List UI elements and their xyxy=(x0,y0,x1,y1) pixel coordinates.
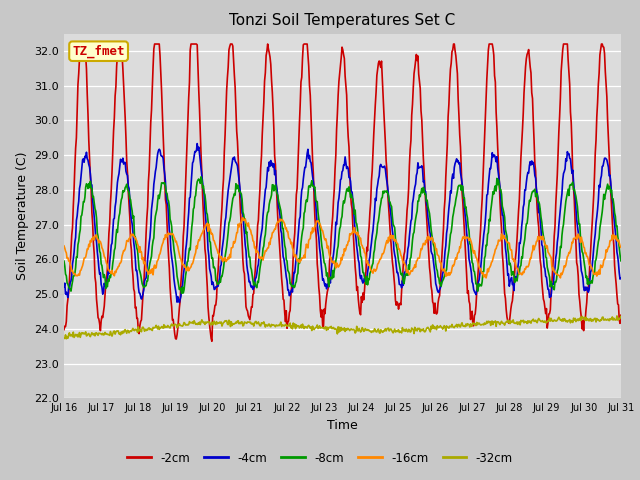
X-axis label: Time: Time xyxy=(327,419,358,432)
Text: TZ_fmet: TZ_fmet xyxy=(72,45,125,58)
Legend: -2cm, -4cm, -8cm, -16cm, -32cm: -2cm, -4cm, -8cm, -16cm, -32cm xyxy=(122,447,518,469)
Y-axis label: Soil Temperature (C): Soil Temperature (C) xyxy=(16,152,29,280)
Title: Tonzi Soil Temperatures Set C: Tonzi Soil Temperatures Set C xyxy=(229,13,456,28)
